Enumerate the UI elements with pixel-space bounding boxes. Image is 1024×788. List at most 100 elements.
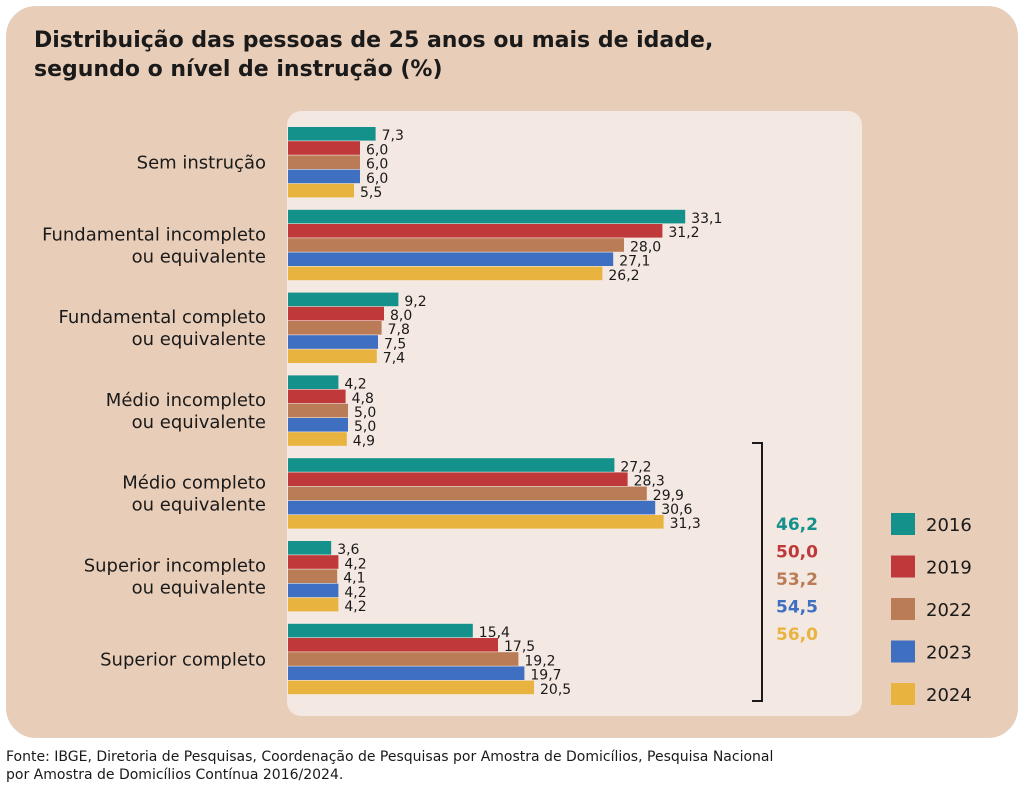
category-label: Fundamental completo bbox=[59, 307, 266, 328]
category-label: Fundamental incompleto bbox=[42, 224, 266, 245]
bar bbox=[288, 680, 534, 695]
bar bbox=[288, 432, 347, 446]
data-label: 28,3 bbox=[634, 474, 665, 490]
title-line-2: segundo o nível de instrução (%) bbox=[34, 57, 443, 82]
bar bbox=[288, 569, 338, 583]
bar bbox=[288, 155, 360, 169]
category-label: Médio completo bbox=[122, 473, 266, 494]
bar bbox=[288, 500, 656, 515]
category-label: ou equivalente bbox=[132, 578, 266, 599]
bracket-total: 53,2 bbox=[776, 570, 818, 590]
data-label: 19,7 bbox=[530, 668, 561, 684]
bracket-total: 50,0 bbox=[776, 543, 818, 563]
bar bbox=[288, 652, 519, 666]
bar bbox=[288, 335, 378, 349]
bar bbox=[288, 486, 647, 501]
legend-label: 2022 bbox=[926, 600, 972, 621]
title-line-1: Distribuição das pessoas de 25 anos ou m… bbox=[34, 28, 714, 53]
data-label: 19,2 bbox=[524, 653, 555, 669]
data-label: 4,2 bbox=[344, 585, 366, 601]
data-label: 6,0 bbox=[366, 157, 388, 173]
data-label: 5,0 bbox=[354, 419, 376, 435]
bar bbox=[288, 169, 360, 184]
category-label: ou equivalente bbox=[132, 495, 266, 516]
bar bbox=[288, 597, 339, 612]
bar bbox=[288, 541, 332, 555]
bar bbox=[288, 127, 376, 141]
bar bbox=[288, 266, 603, 281]
chart-title: Distribuição das pessoas de 25 anos ou m… bbox=[34, 26, 713, 84]
legend-label: 2019 bbox=[926, 558, 972, 579]
legend-label: 2016 bbox=[926, 515, 972, 536]
bar bbox=[288, 238, 624, 252]
data-label: 29,9 bbox=[653, 488, 684, 504]
bar bbox=[288, 515, 664, 529]
data-label: 27,1 bbox=[619, 254, 650, 270]
data-label: 7,4 bbox=[383, 351, 405, 367]
data-label: 28,0 bbox=[630, 239, 661, 255]
source-line-2: por Amostra de Domicílios Contínua 2016/… bbox=[6, 767, 344, 783]
bar bbox=[288, 638, 498, 652]
category-label: ou equivalente bbox=[132, 412, 266, 433]
legend-swatch bbox=[891, 598, 915, 620]
data-label: 4,8 bbox=[352, 391, 374, 407]
bar bbox=[288, 321, 382, 335]
category-label: Sem instrução bbox=[137, 153, 266, 174]
data-label: 33,1 bbox=[691, 211, 722, 227]
data-label: 4,2 bbox=[344, 599, 366, 615]
category-label: ou equivalente bbox=[132, 329, 266, 350]
category-label: ou equivalente bbox=[132, 246, 266, 267]
bracket-total: 56,0 bbox=[776, 625, 818, 645]
bar bbox=[288, 472, 628, 486]
data-label: 4,2 bbox=[344, 556, 366, 572]
legend-swatch bbox=[891, 555, 915, 578]
bar bbox=[288, 458, 615, 472]
bracket-line bbox=[752, 442, 763, 702]
data-label: 5,0 bbox=[354, 405, 376, 421]
data-label: 7,5 bbox=[384, 336, 406, 352]
data-label: 17,5 bbox=[504, 639, 535, 655]
bar bbox=[288, 418, 348, 432]
data-label: 15,4 bbox=[479, 625, 510, 641]
bar bbox=[288, 306, 384, 321]
source-line-1: Fonte: IBGE, Diretoria de Pesquisas, Coo… bbox=[6, 749, 774, 765]
source-note: Fonte: IBGE, Diretoria de Pesquisas, Coo… bbox=[6, 748, 1006, 784]
category-label: Superior completo bbox=[100, 649, 266, 670]
data-label: 9,2 bbox=[404, 294, 426, 310]
bar bbox=[288, 224, 663, 238]
data-label: 4,9 bbox=[353, 433, 375, 449]
data-label: 3,6 bbox=[337, 542, 359, 558]
legend-label: 2024 bbox=[926, 685, 972, 706]
bar bbox=[288, 623, 473, 638]
data-label: 20,5 bbox=[540, 682, 571, 698]
data-label: 8,0 bbox=[390, 308, 412, 324]
data-label: 6,0 bbox=[366, 171, 388, 187]
legend-swatch bbox=[891, 513, 915, 535]
bar bbox=[288, 389, 346, 404]
data-label: 4,1 bbox=[343, 571, 365, 587]
bracket-total: 46,2 bbox=[776, 515, 818, 535]
data-label: 6,0 bbox=[366, 142, 388, 158]
category-label: Médio incompleto bbox=[106, 390, 266, 411]
data-label: 31,3 bbox=[670, 516, 701, 532]
data-label: 7,3 bbox=[382, 128, 404, 144]
legend-label: 2023 bbox=[926, 643, 972, 664]
bar bbox=[288, 252, 614, 266]
legend-swatch bbox=[891, 640, 915, 663]
category-label: Superior incompleto bbox=[84, 556, 266, 577]
bar bbox=[288, 209, 686, 224]
data-label: 27,2 bbox=[620, 459, 651, 475]
bar bbox=[288, 666, 525, 680]
data-label: 5,5 bbox=[360, 185, 382, 201]
bar bbox=[288, 375, 339, 389]
bar bbox=[288, 141, 360, 155]
bar bbox=[288, 183, 354, 198]
bar bbox=[288, 349, 377, 363]
data-label: 4,2 bbox=[344, 377, 366, 393]
bar bbox=[288, 292, 399, 307]
data-label: 31,2 bbox=[668, 225, 699, 241]
bar bbox=[288, 403, 348, 418]
bar bbox=[288, 583, 339, 598]
data-label: 7,8 bbox=[388, 322, 410, 338]
